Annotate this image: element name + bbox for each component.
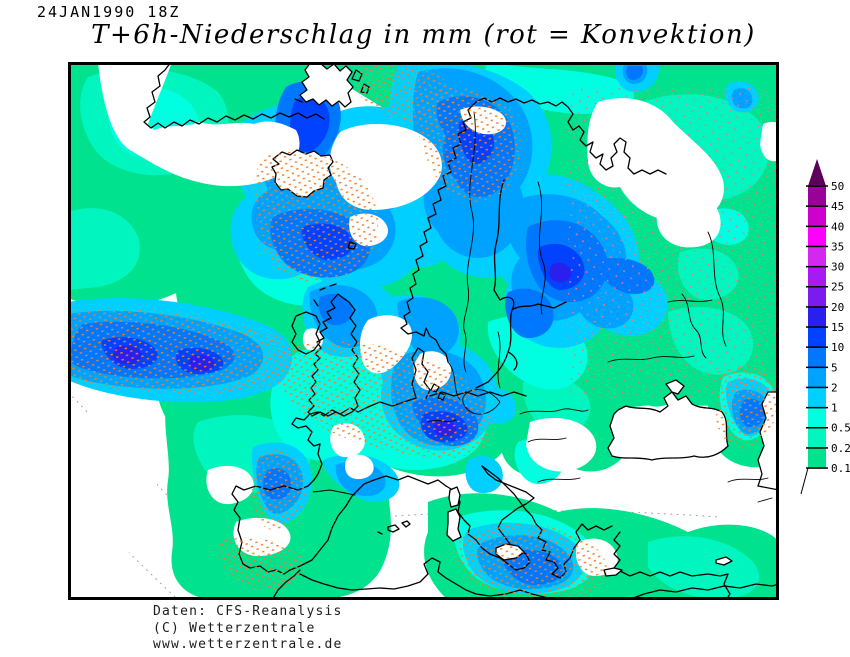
page-title: T+6h-Niederschlag in mm (rot = Konvektio… bbox=[91, 20, 756, 50]
credits: Daten: CFS-Reanalysis (C) Wetterzentrale… bbox=[153, 604, 343, 654]
balearic-islands bbox=[377, 520, 411, 535]
dry-area bbox=[587, 98, 724, 223]
corsica-outline bbox=[448, 486, 461, 508]
border-finland-russia bbox=[537, 181, 546, 315]
legend-segment bbox=[808, 347, 826, 368]
legend-segment bbox=[808, 447, 826, 469]
legend-segment bbox=[808, 407, 826, 428]
stipple-region bbox=[358, 62, 457, 124]
blob bbox=[290, 95, 330, 152]
legend-segment bbox=[808, 306, 826, 328]
dry-area bbox=[68, 414, 165, 590]
legend-tick-label: 40 bbox=[831, 220, 844, 233]
legend-segment bbox=[808, 327, 826, 348]
dry-area bbox=[760, 121, 779, 162]
legend-tick-label: 20 bbox=[831, 301, 844, 314]
legend-tick-label: 35 bbox=[831, 240, 844, 253]
stipple-region bbox=[251, 449, 307, 531]
credit-line-data-source: Daten: CFS-Reanalysis bbox=[153, 604, 343, 619]
coastline-finnmark-kola bbox=[475, 97, 667, 175]
legend-tick-label: 0.1 bbox=[831, 462, 850, 475]
legend-tick-label: 5 bbox=[831, 361, 838, 374]
blob bbox=[549, 262, 572, 283]
legend-tick-label: 10 bbox=[831, 341, 844, 354]
border-pyrenees bbox=[312, 489, 356, 496]
legend-canvas: 50 45 40 35 30 25 20 15 10 5 2 1 0.5 0.2… bbox=[800, 159, 850, 495]
color-scale-legend: 50 45 40 35 30 25 20 15 10 5 2 1 0.5 0.2… bbox=[798, 156, 850, 508]
legend-tick-label: 50 bbox=[831, 180, 844, 193]
stipple-region bbox=[456, 523, 607, 599]
sardinia-outline bbox=[446, 508, 462, 542]
stipple-region bbox=[68, 308, 295, 394]
dry-area bbox=[344, 454, 374, 480]
legend-segment bbox=[808, 206, 826, 227]
credit-line-copyright: (C) Wetterzentrale bbox=[153, 620, 316, 636]
gulf-of-bothnia-baltic bbox=[475, 179, 567, 389]
sea-of-azov-outline bbox=[665, 379, 685, 395]
coastline-greenland bbox=[143, 61, 325, 129]
credit-line-website: www.wetterzentrale.de bbox=[153, 637, 343, 652]
legend-arrow-gt50 bbox=[808, 159, 826, 186]
run-datetime: 24JAN1990 18Z bbox=[37, 3, 181, 21]
dry-area bbox=[656, 190, 721, 248]
dry-area bbox=[206, 465, 254, 505]
legend-tick-label: 30 bbox=[831, 261, 844, 274]
dry-area bbox=[526, 418, 597, 472]
stipple-region bbox=[274, 341, 491, 459]
blob bbox=[648, 536, 760, 599]
legend-tick-label: 25 bbox=[831, 281, 844, 294]
legend-tick-label: 0.5 bbox=[831, 422, 850, 435]
legend-segment bbox=[808, 427, 826, 448]
legend-segment bbox=[808, 367, 826, 388]
blob bbox=[626, 66, 643, 80]
blob bbox=[68, 208, 140, 290]
legend-segment bbox=[808, 186, 826, 207]
blob bbox=[318, 293, 353, 325]
precipitation-map bbox=[67, 60, 780, 601]
cyprus-outline bbox=[715, 556, 733, 566]
legend-tick-label: 15 bbox=[831, 321, 844, 334]
legend-tail bbox=[800, 467, 809, 495]
legend-segment bbox=[808, 226, 826, 247]
stipple-region bbox=[716, 366, 778, 449]
svalbard-outline bbox=[299, 61, 354, 108]
blob bbox=[481, 388, 517, 424]
legend-tick-label: 0.2 bbox=[831, 442, 850, 455]
map-canvas bbox=[67, 60, 780, 601]
stipple-region bbox=[217, 537, 304, 591]
legend-segment bbox=[808, 266, 826, 287]
legend-segment bbox=[808, 387, 826, 408]
convection-stipple bbox=[68, 62, 778, 599]
legend-segment bbox=[808, 246, 826, 267]
scottish-isles bbox=[313, 283, 337, 307]
legend-tick-label: 45 bbox=[831, 200, 844, 213]
legend-ticks bbox=[806, 185, 828, 469]
legend-segment bbox=[808, 286, 826, 307]
blob bbox=[397, 297, 459, 359]
legend-tick-label: 2 bbox=[831, 381, 838, 394]
legend-tick-label: 1 bbox=[831, 402, 838, 415]
coastline-turkey-west bbox=[613, 531, 731, 601]
blob bbox=[465, 456, 503, 494]
stipple-region bbox=[253, 151, 379, 283]
map-frame bbox=[68, 62, 779, 600]
border-east-europe bbox=[607, 231, 773, 503]
